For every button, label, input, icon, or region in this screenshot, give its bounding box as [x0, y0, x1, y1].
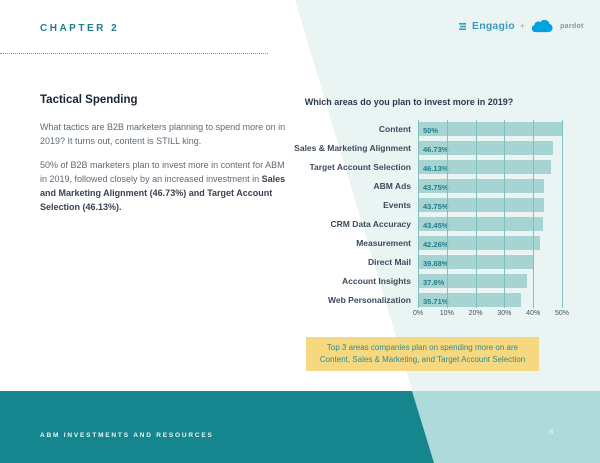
bar-value-label: 43.45%: [423, 220, 449, 230]
plot-cell: 37.8%: [418, 271, 562, 290]
page-number: 8: [549, 427, 554, 436]
category-label: Sales & Marketing Alignment: [294, 142, 411, 153]
footer: ABM INVESTMENTS AND RESOURCES 8: [0, 391, 600, 463]
x-axis-tick: 50%: [554, 310, 569, 317]
bar-value-label: 46.13%: [423, 163, 449, 173]
chart-title: Which areas do you plan to invest more i…: [304, 97, 514, 107]
bar: 43.45%: [418, 216, 544, 231]
plot-cell: 39.88%: [418, 252, 562, 271]
plot-cell: 46.13%: [418, 157, 562, 176]
chart-row: Measurement 42.26%: [294, 233, 562, 252]
bar-value-label: 42.26%: [423, 239, 449, 249]
section-heading: Tactical Spending: [40, 94, 138, 106]
footer-section-label: ABM INVESTMENTS AND RESOURCES: [40, 432, 214, 439]
pardot-logo: pardot: [560, 22, 584, 30]
body-paragraph-1: What tactics are B2B marketers planning …: [40, 122, 286, 146]
x-axis-tick: 20%: [468, 310, 483, 317]
bar-value-label: 43.75%: [423, 182, 449, 192]
bar-value-label: 50%: [423, 125, 439, 135]
category-label: Measurement: [356, 237, 411, 248]
chart-row: Target Account Selection 46.13%: [294, 157, 562, 176]
bar: 43.75%: [418, 197, 544, 212]
chapter-title: CHAPTER 2: [40, 23, 120, 34]
category-label: Web Personalization: [328, 294, 411, 305]
chart-row: Content 50%: [294, 119, 562, 138]
x-axis-tick: 10%: [439, 310, 454, 317]
brand-logos: Engagio + pardot: [459, 17, 584, 35]
category-label: Target Account Selection: [309, 161, 411, 172]
category-label: Events: [383, 199, 411, 210]
category-label: Direct Mail: [368, 256, 411, 267]
body-paragraph-2-bold: Sales and Marketing Alignment (46.73%) a…: [40, 174, 286, 212]
plot-cell: 43.75%: [418, 176, 562, 195]
plot-cell: 43.75%: [418, 195, 562, 214]
bar-value-label: 39.88%: [423, 258, 449, 268]
plot-cell: 35.71%: [418, 290, 562, 309]
bar-value-label: 43.75%: [423, 201, 449, 211]
bar: 35.71%: [418, 292, 521, 307]
bar-value-label: 37.8%: [423, 277, 445, 287]
engagio-logo-icon: [459, 22, 468, 31]
logo-plus-separator: +: [519, 21, 526, 31]
chart-row: ABM Ads 43.75%: [294, 176, 562, 195]
chart-row: CRM Data Accuracy 43.45%: [294, 214, 562, 233]
salesforce-cloud-icon: [530, 18, 556, 35]
body-paragraph-2-normal: 50% of B2B marketers plan to invest more…: [40, 160, 285, 184]
chart-row: Account Insights 37.8%: [294, 271, 562, 290]
bar: 37.8%: [418, 273, 527, 288]
bar: 43.75%: [418, 178, 544, 193]
body-paragraph-2: 50% of B2B marketers plan to invest more…: [40, 158, 286, 214]
bar-value-label: 35.71%: [423, 296, 449, 306]
engagio-logo: Engagio: [472, 20, 515, 32]
x-axis-tick: 30%: [497, 310, 512, 317]
category-label: CRM Data Accuracy: [330, 218, 411, 229]
bar-value-label: 46.73%: [423, 144, 449, 154]
category-label: Content: [378, 123, 411, 134]
plot-cell: 50%: [418, 119, 562, 138]
x-axis-tick: 0%: [412, 310, 424, 317]
bar: 42.26%: [418, 235, 540, 250]
bar-chart: Content 50% Sales & Marketing Alignment 46.…: [294, 119, 562, 309]
header-divider: [0, 53, 268, 54]
bar: 50%: [418, 121, 562, 136]
callout-box: Top 3 areas companies plan on spending m…: [306, 337, 539, 371]
chart-row: Sales & Marketing Alignment 46.73%: [294, 138, 562, 157]
plot-cell: 42.26%: [418, 233, 562, 252]
chart-row: Events 43.75%: [294, 195, 562, 214]
x-axis-tick: 40%: [526, 310, 541, 317]
chart-row: Direct Mail 39.88%: [294, 252, 562, 271]
footer-dark-shape: ABM INVESTMENTS AND RESOURCES: [0, 391, 434, 463]
bar: 39.88%: [418, 254, 533, 269]
chart-x-axis: 0% 10% 20% 30% 40% 50%: [413, 310, 569, 320]
plot-cell: 43.45%: [418, 214, 562, 233]
bar: 46.13%: [418, 159, 551, 174]
plot-cell: 46.73%: [418, 138, 562, 157]
chart-row: Web Personalization 35.71%: [294, 290, 562, 309]
category-label: Account Insights: [342, 275, 411, 286]
bar: 46.73%: [418, 140, 553, 155]
category-label: ABM Ads: [373, 180, 411, 191]
